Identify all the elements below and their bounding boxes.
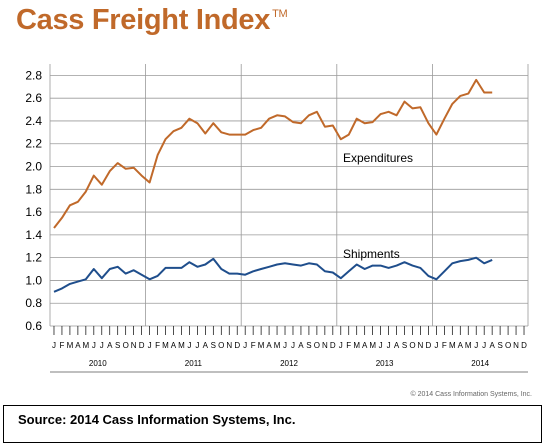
x-month-label: A	[203, 341, 209, 350]
y-tick-label: 1.6	[25, 205, 42, 219]
x-month-label: D	[426, 341, 432, 350]
grid-layer	[49, 64, 529, 327]
y-tick-label: 1.4	[25, 228, 42, 242]
x-month-label: M	[83, 341, 90, 350]
x-month-label: F	[442, 341, 447, 350]
x-month-label: D	[139, 341, 145, 350]
label-layer: Expenditures Shipments	[343, 151, 413, 261]
x-month-label: D	[234, 341, 240, 350]
x-month-label: J	[379, 341, 383, 350]
x-month-label: S	[402, 341, 407, 350]
x-year-label: 2013	[376, 359, 394, 368]
x-month-label: M	[274, 341, 281, 350]
source-text: Source: 2014 Cass Information Systems, I…	[18, 412, 296, 427]
x-month-label: O	[218, 341, 224, 350]
x-month-label: S	[211, 341, 216, 350]
x-year-label: 2012	[280, 359, 298, 368]
x-year-label: 2010	[89, 359, 107, 368]
x-month-label: J	[482, 341, 486, 350]
x-month-label: A	[298, 341, 304, 350]
x-month-label: D	[330, 341, 336, 350]
x-month-label: O	[123, 341, 129, 350]
x-month-label: F	[251, 341, 256, 350]
x-month-label: A	[458, 341, 464, 350]
x-month-label: M	[178, 341, 185, 350]
series-line-expenditures	[53, 78, 493, 229]
y-tick-label: 2.0	[25, 160, 42, 174]
axis-layer: 0.60.81.01.21.41.61.82.02.22.42.62.8J F M A…	[25, 68, 528, 373]
x-month-label: M	[353, 341, 360, 350]
x-month-label: J	[387, 341, 391, 350]
y-tick-label: 2.6	[25, 91, 42, 105]
x-month-label: J	[283, 341, 287, 350]
x-year-label: 2014	[471, 359, 489, 368]
x-month-label: J	[100, 341, 104, 350]
x-month-label: J	[92, 341, 96, 350]
y-tick-label: 2.8	[25, 68, 42, 82]
x-month-label: F	[60, 341, 65, 350]
x-month-label: J	[148, 341, 152, 350]
x-month-label: A	[489, 341, 495, 350]
x-month-label: J	[243, 341, 247, 350]
series-label-shipments: Shipments	[343, 247, 400, 261]
x-month-label: J	[187, 341, 191, 350]
copyright-note: © 2014 Cass Information Systems, Inc.	[410, 391, 533, 398]
x-month-label: J	[52, 341, 56, 350]
x-month-label: M	[258, 341, 265, 350]
chart-title-text: Cass Freight Index	[16, 4, 271, 36]
x-month-label: F	[155, 341, 160, 350]
x-month-label: S	[497, 341, 502, 350]
x-month-label: A	[75, 341, 81, 350]
y-tick-label: 0.6	[25, 319, 42, 333]
x-month-label: S	[306, 341, 311, 350]
x-month-label: J	[291, 341, 295, 350]
x-month-label: A	[362, 341, 368, 350]
x-month-label: A	[171, 341, 177, 350]
x-year-label: 2011	[185, 359, 203, 368]
x-month-label: A	[107, 341, 113, 350]
y-tick-label: 2.4	[25, 114, 42, 128]
y-tick-label: 2.2	[25, 137, 42, 151]
x-month-label: A	[394, 341, 400, 350]
y-tick-label: 0.8	[25, 296, 42, 310]
x-month-label: N	[513, 341, 519, 350]
x-month-label: N	[322, 341, 328, 350]
x-month-label: M	[449, 341, 456, 350]
x-month-label: N	[226, 341, 232, 350]
x-month-label: J	[474, 341, 478, 350]
series-layer	[53, 78, 493, 293]
x-month-label: O	[409, 341, 415, 350]
series-line-shipments	[53, 256, 493, 293]
y-tick-label: 1.8	[25, 182, 42, 196]
x-month-label: M	[162, 341, 169, 350]
x-month-label: D	[521, 341, 527, 350]
x-month-label: J	[195, 341, 199, 350]
x-month-label: O	[314, 341, 320, 350]
x-month-label: J	[434, 341, 438, 350]
y-tick-label: 1.0	[25, 273, 42, 287]
x-month-label: F	[346, 341, 351, 350]
y-tick-label: 1.2	[25, 251, 42, 265]
x-month-label: N	[131, 341, 137, 350]
series-label-expenditures: Expenditures	[343, 151, 413, 165]
x-month-label: J	[339, 341, 343, 350]
source-box: Source: 2014 Cass Information Systems, I…	[3, 405, 542, 443]
x-month-label: M	[67, 341, 74, 350]
x-month-label: M	[369, 341, 376, 350]
freight-index-chart: 0.60.81.01.21.41.61.82.02.22.42.62.8J F M A…	[25, 64, 529, 373]
trademark-mark: TM	[272, 8, 288, 20]
x-month-label: M	[465, 341, 472, 350]
x-month-label: A	[266, 341, 272, 350]
x-month-label: S	[115, 341, 120, 350]
x-month-label: O	[505, 341, 511, 350]
chart-title: Cass Freight Index TM	[16, 4, 288, 37]
x-month-label: N	[418, 341, 424, 350]
